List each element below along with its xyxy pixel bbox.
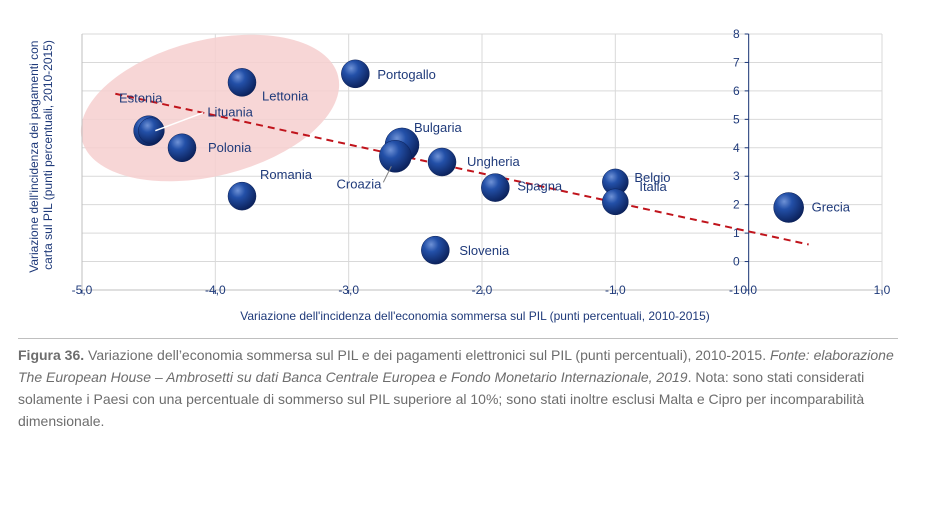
y-tick-label: 2 <box>733 198 740 212</box>
y-tick-label: 8 <box>733 27 740 41</box>
point-lettonia <box>227 68 257 97</box>
y-tick-label: 4 <box>733 141 740 155</box>
point-romania <box>227 181 257 211</box>
trendline <box>115 92 809 246</box>
point-grecia <box>773 192 804 223</box>
y-tick-label: 5 <box>733 112 740 126</box>
point-italia <box>602 188 629 216</box>
point-portogallo <box>341 59 370 89</box>
caption-source: Fonte: elaborazione The European House –… <box>18 347 894 385</box>
figure-caption: Figura 36. Variazione dell’economia somm… <box>18 338 898 432</box>
caption-text: Variazione dell’economia sommersa sul PI… <box>84 347 770 363</box>
point-label-estonia: Estonia <box>119 91 163 106</box>
axes: -1 0 1 2 3 4 5 6 7 8 -5,0 -4,0 -3,0 -2,0 -1,0 0,0 1,0 <box>72 27 891 297</box>
points <box>133 59 804 265</box>
y-tick-label: 3 <box>733 169 740 183</box>
x-tick-label: -3,0 <box>338 283 359 297</box>
point-labels: Estonia Lettonia Portogallo Lituania Polonia… <box>119 67 851 258</box>
point-label-grecia: Grecia <box>812 200 851 215</box>
point-label-lituania: Lituania <box>207 105 253 120</box>
point-lituania <box>138 117 165 144</box>
point-label-slovenia: Slovenia <box>459 243 510 258</box>
x-tick-label: 1,0 <box>874 283 891 297</box>
point-label-lettonia: Lettonia <box>262 88 309 103</box>
x-tick-label: -2,0 <box>472 283 493 297</box>
y-tick-label: 1 <box>733 226 740 240</box>
point-label-romania: Romania <box>260 167 313 182</box>
y-axis-title: Variazione dell'incidenza dei pagamenti … <box>27 37 55 273</box>
x-axis-title: Variazione dell'incidenza dell'economia … <box>240 309 710 323</box>
point-label-ungheria: Ungheria <box>467 154 521 169</box>
y-tick-label: -1 <box>729 283 740 297</box>
point-label-polonia: Polonia <box>208 140 252 155</box>
point-label-spagna: Spagna <box>517 179 563 194</box>
point-label-bulgaria: Bulgaria <box>414 120 462 135</box>
scatter-chart: -1 0 1 2 3 4 5 6 7 8 -5,0 -4,0 -3,0 -2,0 -1,0 0,0 1,0 Es… <box>27 27 891 323</box>
x-tick-label: -4,0 <box>205 283 226 297</box>
leader-line-lituania <box>155 112 204 132</box>
y-tick-label: 7 <box>733 55 740 69</box>
point-label-italia: Italia <box>639 179 667 194</box>
point-croazia <box>379 140 412 173</box>
x-tick-label: -5,0 <box>72 283 93 297</box>
point-ungheria <box>427 147 457 177</box>
figure-label: Figura 36. <box>18 347 85 363</box>
y-tick-label: 0 <box>733 255 740 269</box>
caption-rule <box>18 338 898 339</box>
leader-line-croazia <box>382 166 392 183</box>
point-spagna <box>481 173 510 202</box>
y-tick-label: 6 <box>733 84 740 98</box>
x-tick-label: -1,0 <box>605 283 626 297</box>
x-tick-label: 0,0 <box>740 283 757 297</box>
point-label-croazia: Croazia <box>337 176 383 191</box>
point-label-belgio: Belgio <box>634 170 670 185</box>
caption-note: . Nota: sono stati considerati solamente… <box>18 369 865 429</box>
point-slovenia <box>421 235 450 265</box>
point-polonia <box>167 133 197 163</box>
point-label-portogallo: Portogallo <box>377 67 436 82</box>
